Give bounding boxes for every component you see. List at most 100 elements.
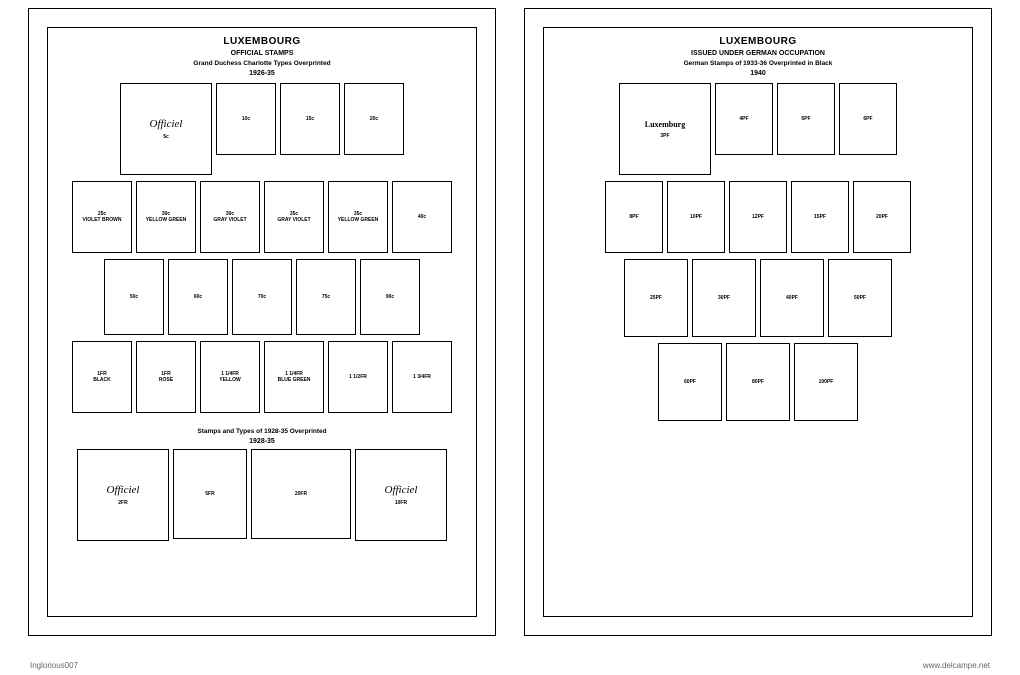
stamp-box: 75c xyxy=(296,259,356,335)
stamp-value: 25PF xyxy=(650,295,662,301)
stamp-value: 60c xyxy=(194,294,202,300)
stamp-box: 50c xyxy=(104,259,164,335)
stamp-value: 30cYELLOW GREEN xyxy=(146,211,187,223)
stamp-value: 1FRBLACK xyxy=(93,371,111,383)
section-description: Stamps and Types of 1928-35 Overprinted xyxy=(58,428,466,435)
stamp-row: Officiel 5c 10c 15c 20c xyxy=(58,83,466,175)
country-title: LUXEMBOURG xyxy=(58,36,466,47)
stamp-value: 15PF xyxy=(814,214,826,220)
stamp-value: 1 1/2FR xyxy=(349,374,367,380)
stamp-value: 8PF xyxy=(629,214,638,220)
stamp-value: 10c xyxy=(242,116,250,122)
section-year: 1928-35 xyxy=(58,438,466,445)
stamp-value: 35cGRAY VIOLET xyxy=(277,211,310,223)
album-page-left: LUXEMBOURG OFFICIAL STAMPS Grand Duchess… xyxy=(28,8,496,636)
stamp-box: 20c xyxy=(344,83,404,155)
stamp-value: 50PF xyxy=(854,295,866,301)
album-spread: LUXEMBOURG OFFICIAL STAMPS Grand Duchess… xyxy=(0,0,1020,636)
overprint-label: Officiel xyxy=(150,118,183,130)
stamp-value: 4PF xyxy=(739,116,748,122)
album-page-right: LUXEMBOURG ISSUED UNDER GERMAN OCCUPATIO… xyxy=(524,8,992,636)
stamp-box: 12PF xyxy=(729,181,787,253)
stamp-box: 40PF xyxy=(760,259,824,337)
stamp-box: 15c xyxy=(280,83,340,155)
issue-year: 1940 xyxy=(554,70,962,77)
stamp-value: 20c xyxy=(370,116,378,122)
stamp-box: Officiel 10FR xyxy=(355,449,447,541)
section-heading: Stamps and Types of 1928-35 Overprinted … xyxy=(58,425,466,445)
stamp-value: 35cYELLOW GREEN xyxy=(338,211,379,223)
overprint-label: Officiel xyxy=(107,484,140,496)
page-heading: LUXEMBOURG OFFICIAL STAMPS Grand Duchess… xyxy=(58,36,466,77)
stamp-value: 2FR xyxy=(118,500,127,506)
stamp-box: 20PF xyxy=(853,181,911,253)
stamp-value: 1 3/4FR xyxy=(413,374,431,380)
overprint-label: Officiel xyxy=(385,484,418,496)
stamp-value: 30cGRAY VIOLET xyxy=(213,211,246,223)
stamp-box: 100PF xyxy=(794,343,858,421)
stamp-value: 10PF xyxy=(690,214,702,220)
stamp-value: 1 1/4FRYELLOW xyxy=(219,371,240,383)
stamp-box: 20FR xyxy=(251,449,351,539)
stamp-row: 1FRBLACK 1FRROSE 1 1/4FRYELLOW 1 1/4FRBL… xyxy=(58,341,466,413)
stamp-value: 60PF xyxy=(684,379,696,385)
stamp-box: 60PF xyxy=(658,343,722,421)
stamp-box: 30cYELLOW GREEN xyxy=(136,181,196,253)
page-description: German Stamps of 1933-36 Overprinted in … xyxy=(554,60,962,67)
page-subtitle: ISSUED UNDER GERMAN OCCUPATION xyxy=(554,50,962,57)
stamp-row: 60PF 80PF 100PF xyxy=(554,343,962,421)
page-description: Grand Duchess Charlotte Types Overprinte… xyxy=(58,60,466,67)
stamp-box: 30PF xyxy=(692,259,756,337)
stamp-box: 50PF xyxy=(828,259,892,337)
stamp-box: 6PF xyxy=(839,83,897,155)
country-title: LUXEMBOURG xyxy=(554,36,962,47)
stamp-value: 5FR xyxy=(205,491,214,497)
stamp-value: 20FR xyxy=(295,491,307,497)
stamp-value: 80PF xyxy=(752,379,764,385)
stamp-box: 5FR xyxy=(173,449,247,539)
stamp-box: 10c xyxy=(216,83,276,155)
stamp-row: Luxemburg 3PF 4PF 5PF 6PF xyxy=(554,83,962,175)
stamp-box: 25cVIOLET BROWN xyxy=(72,181,132,253)
stamp-box: 1 1/2FR xyxy=(328,341,388,413)
issue-year: 1926-35 xyxy=(58,70,466,77)
stamp-value: 25cVIOLET BROWN xyxy=(83,211,122,223)
stamp-row: 50c 60c 70c 75c 90c xyxy=(58,259,466,335)
stamp-value: 12PF xyxy=(752,214,764,220)
stamp-value: 15c xyxy=(306,116,314,122)
stamp-value: 100PF xyxy=(819,379,834,385)
page-subtitle: OFFICIAL STAMPS xyxy=(58,50,466,57)
page-heading: LUXEMBOURG ISSUED UNDER GERMAN OCCUPATIO… xyxy=(554,36,962,77)
stamp-value: 1FRROSE xyxy=(159,371,173,383)
page-frame: LUXEMBOURG OFFICIAL STAMPS Grand Duchess… xyxy=(47,27,477,617)
stamp-value: 40c xyxy=(418,214,426,220)
page-frame: LUXEMBOURG ISSUED UNDER GERMAN OCCUPATIO… xyxy=(543,27,973,617)
stamp-box: Officiel 2FR xyxy=(77,449,169,541)
stamp-value: 3PF xyxy=(660,133,669,139)
stamp-value: 20PF xyxy=(876,214,888,220)
stamp-box: 5PF xyxy=(777,83,835,155)
stamp-box: 8PF xyxy=(605,181,663,253)
stamp-box: Luxemburg 3PF xyxy=(619,83,711,175)
stamp-value: 90c xyxy=(386,294,394,300)
stamp-value: 70c xyxy=(258,294,266,300)
stamp-row: 25cVIOLET BROWN 30cYELLOW GREEN 30cGRAY … xyxy=(58,181,466,253)
stamp-box: 70c xyxy=(232,259,292,335)
stamp-box: 35cGRAY VIOLET xyxy=(264,181,324,253)
stamp-box: 1 1/4FRBLUE GREEN xyxy=(264,341,324,413)
stamp-box: 1FRBLACK xyxy=(72,341,132,413)
stamp-box: Officiel 5c xyxy=(120,83,212,175)
stamp-row: 25PF 30PF 40PF 50PF xyxy=(554,259,962,337)
stamp-value: 40PF xyxy=(786,295,798,301)
stamp-box: 4PF xyxy=(715,83,773,155)
stamp-box: 35cYELLOW GREEN xyxy=(328,181,388,253)
stamp-box: 25PF xyxy=(624,259,688,337)
stamp-box: 15PF xyxy=(791,181,849,253)
stamp-box: 80PF xyxy=(726,343,790,421)
stamp-box: 10PF xyxy=(667,181,725,253)
stamp-value: 5c xyxy=(163,134,169,140)
stamp-value: 50c xyxy=(130,294,138,300)
stamp-box: 40c xyxy=(392,181,452,253)
stamp-value: 30PF xyxy=(718,295,730,301)
credit-site: www.delcampe.net xyxy=(923,661,990,670)
